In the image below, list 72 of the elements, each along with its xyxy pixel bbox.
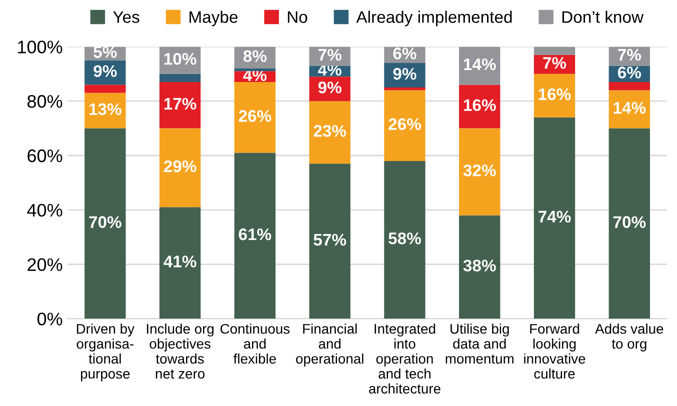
bar [159,207,201,319]
x-tick-label: Continuous and flexible [220,324,290,364]
data-label: 61% [238,228,272,240]
data-label: 41% [164,256,196,268]
x-tick-label: Financial and operational [296,324,364,366]
data-label: 70% [89,216,122,228]
data-label: 14% [464,58,496,70]
data-label: 9% [318,82,342,94]
bar [459,84,500,128]
data-label: 38% [463,260,496,272]
x-tick-label: Integrated into operation and tech architecture [369,324,440,394]
data-label: 57% [314,234,346,246]
bar [384,90,426,161]
bar [309,164,350,319]
bar [234,82,276,153]
data-label: 6% [618,66,642,78]
data-label: 29% [164,160,196,172]
data-label: 6% [393,48,416,60]
bar [234,152,276,319]
data-label: 74% [538,210,571,223]
x-tick-label: Include org objectives towards net zero [146,324,214,379]
data-label: 9% [94,65,117,78]
bar [384,160,426,319]
bar [234,68,276,72]
legend-label: No [288,11,308,23]
y-tick-label: 20% [28,258,62,272]
data-label: 16% [538,88,571,100]
bar [534,74,576,118]
x-tick-label: Adds value to org [595,324,664,352]
x-tick-label: Driven by organisa- tional purpose [76,324,134,382]
x-tick-label: Utilise big data and momentum [446,324,514,364]
data-label: 26% [238,110,272,122]
y-tick-label: 100% [18,40,62,54]
data-label: 7% [543,57,566,69]
data-label: 32% [463,164,496,176]
data-label: 23% [314,125,346,137]
x-tick-label: Forward looking innovative culture [524,324,586,379]
bar [608,82,650,90]
legend-label: Yes [113,11,140,23]
data-label: 26% [388,118,421,130]
data-label: 7% [318,48,342,61]
data-label: 9% [393,68,416,80]
data-label: 8% [243,50,267,62]
bar [384,87,426,90]
legend-label: Already implemented [356,10,512,26]
bar [608,90,650,128]
data-label: 13% [90,103,122,116]
data-label: 58% [388,232,421,244]
data-label: 5% [94,46,117,58]
data-label: 16% [464,99,496,112]
bar [608,128,650,319]
data-label: 7% [618,48,642,61]
y-tick-label: 40% [27,204,62,217]
data-label: 70% [613,216,646,228]
data-label: 14% [614,102,646,114]
y-tick-label: 60% [28,149,62,162]
bar [84,128,126,319]
data-label: 17% [164,98,196,110]
bar [459,215,500,319]
data-label: 10% [164,52,196,65]
bar [159,128,201,208]
bar [159,82,201,128]
y-tick-label: 80% [27,95,62,108]
y-tick-label: 0% [37,312,62,326]
bar [84,84,126,93]
bar [159,74,201,82]
bar [459,128,500,216]
bar [534,117,576,319]
legend-label: Maybe [190,10,238,26]
bar [309,101,350,164]
legend-label: Don’t know [562,10,644,23]
bar [534,46,576,55]
